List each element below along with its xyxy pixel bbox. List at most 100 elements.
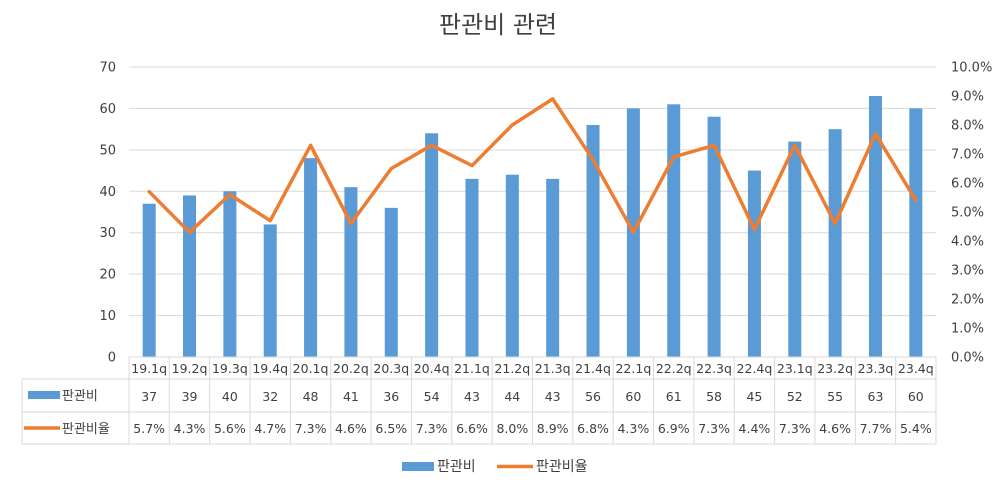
line-value-label: 5.6% [214,421,246,436]
line-point [752,227,756,231]
category-label: 21.3q [535,361,571,376]
line-point [793,143,797,147]
bar-value-label: 36 [383,389,399,404]
left-tick-label: 30 [99,226,116,241]
bar [788,141,802,357]
line-value-label: 6.9% [658,421,690,436]
category-label: 23.2q [817,361,853,376]
bar-value-label: 60 [908,389,924,404]
line-value-label: 8.0% [496,421,528,436]
category-label: 20.2q [333,361,369,376]
line-value-label: 4.3% [174,421,206,436]
bar-value-label: 55 [827,389,843,404]
line-value-label: 7.7% [860,421,892,436]
legend: 판관비 판관비율 [402,459,588,475]
bar-value-label: 45 [746,389,762,404]
bar-value-label: 48 [303,389,319,404]
bar-series [142,96,923,358]
category-label: 19.4q [252,361,288,376]
line-point [873,132,877,136]
line-point [309,143,313,147]
data-table: 19.1q 19.2q 19.3q 19.4q 20.1q 20.2q 20.3q 20.4q… [21,356,937,445]
category-label: 21.4q [575,361,611,376]
line-value-label: 7.3% [698,421,730,436]
bar [183,195,197,357]
line-point [147,190,151,194]
left-tick-label: 40 [99,185,116,200]
line-value-label: 6.8% [577,421,609,436]
right-axis: 0.0% 1.0% 2.0% 3.0% 4.0% 5.0% 6.0% 7.0% 8.0% 9.0%… [951,61,992,366]
bar [868,96,882,357]
category-label: 21.2q [494,361,530,376]
bar-value-label: 32 [262,389,278,404]
line-point [631,230,635,234]
category-label: 20.4q [414,361,450,376]
right-tick-label: 3.0% [951,264,984,279]
line-point [712,143,716,147]
line-value-label: 5.4% [900,421,932,436]
category-label: 19.2q [172,361,208,376]
bar-value-label: 54 [424,389,440,404]
category-label: 20.1q [293,361,329,376]
bar [505,174,519,357]
bar-value-label: 37 [141,389,157,404]
category-label: 19.1q [131,361,167,376]
category-label: 22.2q [656,361,692,376]
bar-value-label: 58 [706,389,722,404]
left-tick-label: 60 [99,102,116,117]
bar-value-label: 56 [585,389,601,404]
bar [707,116,721,357]
bar-value-label: 44 [504,389,520,404]
bar [747,170,761,357]
line-value-label: 7.3% [779,421,811,436]
bar-value-label: 39 [182,389,198,404]
bar [344,187,358,357]
right-tick-label: 5.0% [951,206,984,221]
left-tick-label: 10 [99,309,116,324]
line-value-label: 7.3% [416,421,448,436]
line-value-label: 5.7% [133,421,165,436]
right-tick-label: 7.0% [951,148,984,163]
bar [263,224,277,357]
bar [425,133,439,357]
line-value-label: 8.9% [537,421,569,436]
gridlines [129,66,936,317]
right-tick-label: 4.0% [951,235,984,250]
line-point [551,97,555,101]
right-tick-label: 10.0% [951,61,992,76]
category-label: 23.1q [777,361,813,376]
bar [223,191,237,357]
line-point [389,167,393,170]
category-label: 22.3q [696,361,732,376]
bar [667,104,681,358]
line-series-path [147,97,918,235]
left-tick-label: 0 [108,351,116,366]
line-point [228,193,232,197]
legend-label-line: 판관비율 [536,459,588,475]
line-value-label: 4.4% [739,421,771,436]
line-value-label: 4.6% [819,421,851,436]
legend-label-bar: 판관비 [437,459,476,475]
chart-title: 판관비 관련 [439,11,557,39]
line-value-label: 4.3% [617,421,649,436]
bar [546,178,560,357]
table-row-label-line: 판관비율 [62,422,110,437]
line-point [430,143,434,147]
category-label: 21.1q [454,361,490,376]
bar-value-label: 60 [625,389,641,404]
line-point [349,222,353,226]
line-value-label: 7.3% [295,421,327,436]
category-label: 23.3q [858,361,894,376]
line-point [268,219,272,223]
line-value-label: 6.5% [375,421,407,436]
line-point [914,198,918,202]
right-tick-label: 6.0% [951,177,984,192]
left-tick-label: 70 [99,61,116,76]
category-label: 20.3q [373,361,409,376]
category-label: 22.4q [737,361,773,376]
right-tick-label: 1.0% [951,322,984,337]
bar-value-label: 61 [666,389,682,404]
bar [384,207,398,357]
left-axis: 0 10 20 30 40 50 60 70 [99,61,116,366]
table-bar-swatch [28,391,60,399]
